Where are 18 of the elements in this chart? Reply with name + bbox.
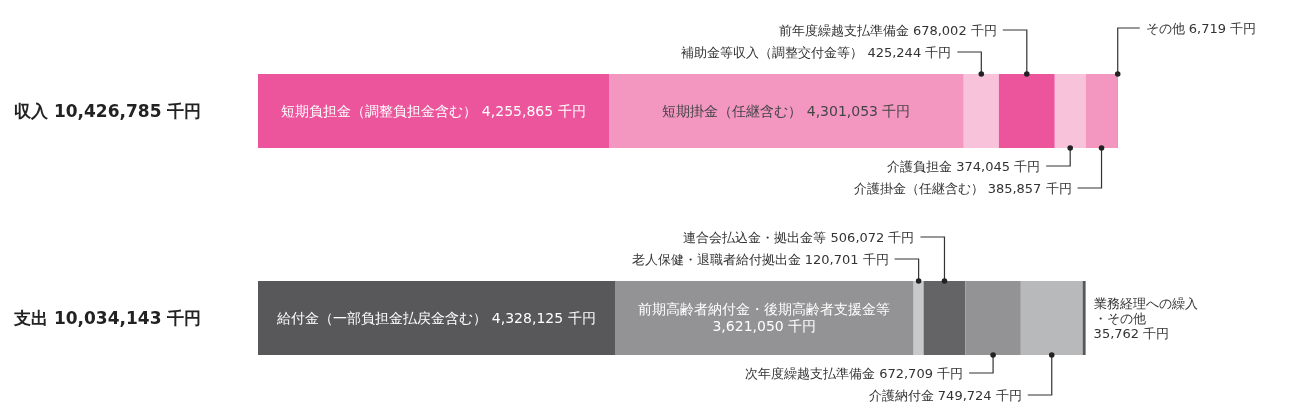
- text: 介護掛金（任継含む） 385,857 千円: [853, 181, 1072, 196]
- text: 次年度繰越支払準備金 672,709 千円: [745, 366, 964, 381]
- text: 前年度繰越支払準備金 678,002 千円: [778, 23, 997, 38]
- text: 介護納付金 749,724 千円: [868, 388, 1022, 403]
- y-tick-label: 収入 10,426,785 千円: [14, 101, 202, 121]
- text: 給付金（一部負担金払戻金含む） 4,328,125 千円: [277, 310, 596, 326]
- series-label: 前期高齢者納付金・後期高齢者支援金等: [638, 301, 891, 317]
- text: 短期負担金（調整負担金含む） 4,255,865 千円: [281, 103, 586, 119]
- text: 連合会払込金・拠出金等 506,072 千円: [683, 230, 915, 245]
- series-label: 業務経理への繰入・その他: [1093, 296, 1198, 326]
- text: 介護負担金 374,045 千円: [887, 159, 1041, 174]
- text: その他 6,719 千円: [1145, 21, 1257, 36]
- data-label: 3,621,050 千円: [712, 318, 817, 334]
- y-tick-label: 支出 10,034,143 千円: [13, 308, 202, 328]
- text: 補助金等収入（調整交付金等） 425,244 千円: [681, 45, 952, 60]
- data-label: 35,762 千円: [1093, 326, 1170, 341]
- text: 短期掛金（任継含む） 4,301,053 千円: [662, 103, 911, 119]
- text: 老人保健・退職者給付拠出金 120,701 千円: [631, 252, 889, 267]
